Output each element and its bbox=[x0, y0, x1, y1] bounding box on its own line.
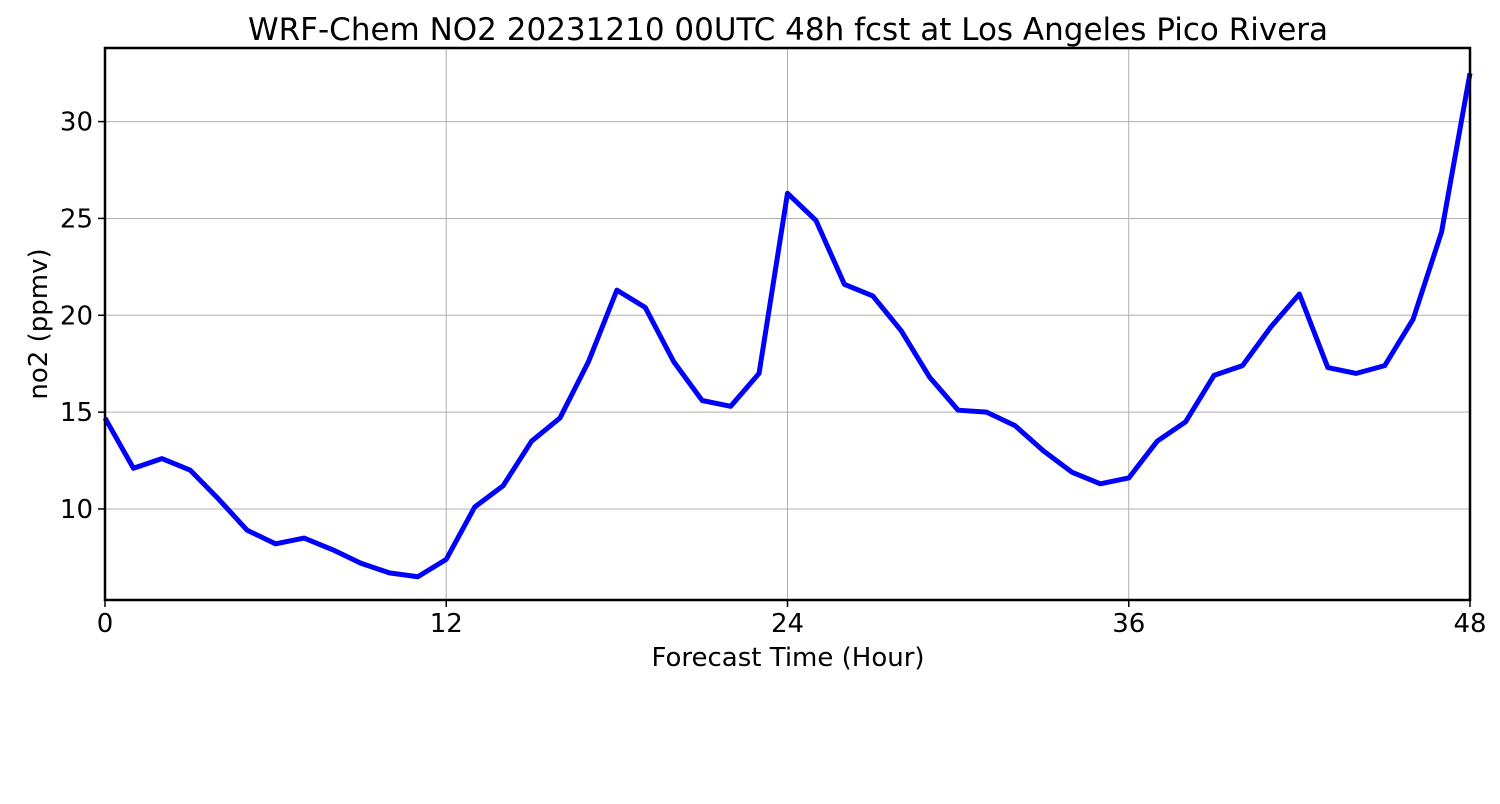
y-tick-label: 15 bbox=[60, 398, 93, 428]
chart-title: WRF-Chem NO2 20231210 00UTC 48h fcst at … bbox=[248, 12, 1328, 48]
y-axis-label: no2 (ppmv) bbox=[24, 248, 54, 399]
y-tick-label: 30 bbox=[60, 108, 93, 138]
x-tick-label: 0 bbox=[97, 609, 114, 639]
axis-ticks: 0 12 24 36 48 10 15 20 25 30 bbox=[60, 108, 1487, 639]
series-layer bbox=[102, 72, 1473, 580]
x-tick-label: 24 bbox=[771, 609, 804, 639]
x-tick-label: 12 bbox=[430, 609, 463, 639]
x-axis-label: Forecast Time (Hour) bbox=[651, 643, 924, 673]
grid-lines bbox=[104, 48, 1471, 600]
y-tick-label: 25 bbox=[60, 204, 93, 234]
x-tick-label: 48 bbox=[1453, 609, 1486, 639]
y-tick-label: 20 bbox=[60, 301, 93, 331]
no2-series-line bbox=[102, 72, 1473, 580]
x-tick-label: 36 bbox=[1112, 609, 1145, 639]
y-tick-label: 10 bbox=[60, 495, 93, 525]
